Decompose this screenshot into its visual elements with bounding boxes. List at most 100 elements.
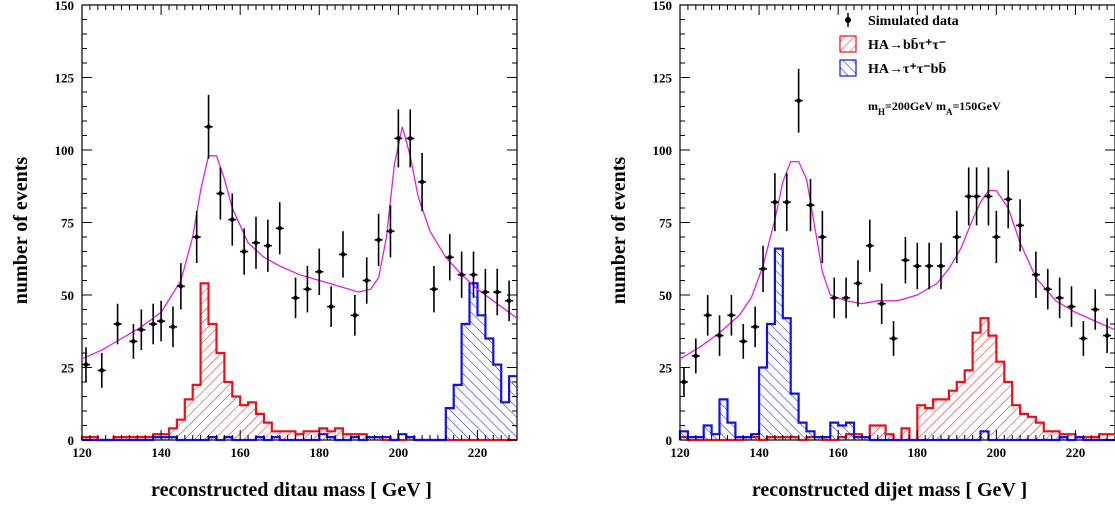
y-tick-label: 125 (55, 71, 75, 86)
data-point (1005, 197, 1011, 202)
data-point (158, 318, 164, 324)
y-axis-label: number of events (608, 157, 630, 305)
data-point (879, 301, 884, 307)
x-tick-label: 140 (749, 445, 769, 460)
data-point (229, 217, 235, 222)
data-point (784, 199, 790, 205)
histogram-outline-1 (678, 247, 1115, 442)
data-point (115, 321, 120, 327)
data-point (150, 321, 156, 327)
legend-marker-point (845, 17, 851, 23)
data-point (1017, 223, 1023, 228)
data-point (986, 194, 991, 199)
data-point (974, 194, 979, 199)
data-point (396, 136, 401, 141)
data-point (265, 243, 271, 248)
x-tick-label: 220 (468, 445, 488, 460)
data-point (1092, 307, 1098, 312)
data-point (447, 254, 453, 260)
data-point (471, 272, 476, 278)
right-chart-panel: 120 140 160 180 200 220 0 25 50 75 100 125 150 recons… (608, 0, 1115, 501)
legend-label: Simulated data (868, 14, 959, 29)
data-point (855, 281, 861, 286)
data-point (926, 263, 932, 269)
x-tick-label: 120 (72, 445, 92, 460)
data-point (483, 289, 488, 295)
data-point (1081, 336, 1086, 341)
left-chart-panel: 120 140 160 180 200 220 0 25 50 75 100 125 150 recons… (10, 0, 518, 501)
data-point (705, 313, 710, 318)
x-tick-label: 180 (310, 445, 330, 460)
data-point (407, 136, 413, 141)
x-axis-label: reconstructed dijet mass [ GeV ] (752, 479, 1027, 501)
x-tick-label: 120 (670, 445, 690, 460)
plot-frame (81, 4, 518, 441)
x-tick-label: 180 (908, 445, 928, 460)
legend-swatch (839, 35, 857, 53)
y-tick-label: 50 (61, 288, 74, 303)
data-point (796, 98, 801, 103)
data-point (364, 278, 370, 283)
y-tick-label: 50 (659, 288, 672, 303)
data-point (328, 304, 334, 309)
fit-curve (81, 126, 518, 360)
data-point (376, 237, 381, 243)
y-axis-label: number of events (10, 157, 32, 305)
histogram-fill-0 (82, 283, 517, 440)
data-point (729, 313, 734, 318)
legend-swatch (839, 59, 857, 77)
data-point (843, 295, 849, 301)
legend: Simulated data HA→bb̄τ⁺τ⁻ HA→τ⁺τ⁻bb̄ mH=200… (839, 13, 1001, 117)
y-tick-label: 75 (61, 216, 75, 231)
y-tick-label: 150 (653, 0, 673, 13)
data-point (388, 228, 393, 234)
legend-label: HA→bb̄τ⁺τ⁻ (868, 37, 946, 53)
y-tick-label: 25 (61, 361, 75, 376)
mass-annotation: mH=200GeV mA=150GeV (868, 99, 1001, 117)
data-point (241, 249, 247, 254)
data-point (178, 284, 184, 289)
data-point (340, 252, 346, 257)
data-point (717, 333, 722, 338)
y-tick-label: 100 (55, 143, 75, 158)
data-point (693, 353, 699, 359)
data-point (1045, 286, 1051, 292)
y-tick-label: 0 (666, 433, 673, 448)
data-point (966, 194, 971, 199)
histogram-fill-0 (680, 318, 1115, 440)
data-point (808, 202, 813, 208)
data-point (206, 124, 211, 130)
data-point (131, 339, 136, 344)
y-tick-label: 0 (68, 433, 75, 448)
data-point (1057, 295, 1062, 301)
data-point (305, 286, 310, 292)
data-point (752, 324, 758, 330)
data-point (891, 336, 896, 341)
data-point (419, 179, 425, 185)
fit-curve (679, 160, 1115, 360)
data-point (83, 362, 89, 367)
data-point (293, 295, 298, 301)
data-point (253, 240, 259, 246)
data-point (316, 269, 322, 275)
data-point (506, 298, 512, 304)
data-point (740, 339, 746, 344)
y-tick-label: 100 (653, 143, 673, 158)
data-point (494, 289, 500, 295)
data-point (1033, 272, 1039, 278)
data-point (459, 272, 464, 278)
x-tick-label: 220 (1066, 445, 1086, 460)
data-point (760, 266, 766, 272)
data-point (218, 191, 223, 196)
y-tick-label: 150 (55, 0, 75, 13)
y-tick-label: 125 (653, 71, 673, 86)
data-point (954, 234, 960, 240)
histogram-fill-1 (82, 283, 517, 440)
x-tick-label: 200 (987, 445, 1007, 460)
data-point (831, 295, 837, 301)
data-point (1104, 333, 1110, 338)
data-point (938, 263, 944, 269)
histogram-outline-0 (678, 317, 1115, 442)
y-tick-label: 25 (659, 361, 673, 376)
data-point (820, 234, 825, 240)
